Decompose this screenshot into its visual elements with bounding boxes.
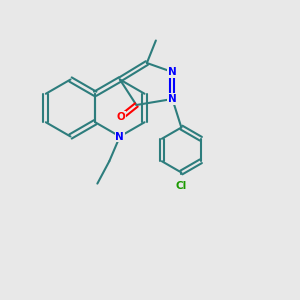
Text: O: O xyxy=(117,112,126,122)
Text: N: N xyxy=(116,131,124,142)
Text: Cl: Cl xyxy=(176,181,187,191)
Text: N: N xyxy=(168,67,177,77)
Text: N: N xyxy=(168,94,177,104)
